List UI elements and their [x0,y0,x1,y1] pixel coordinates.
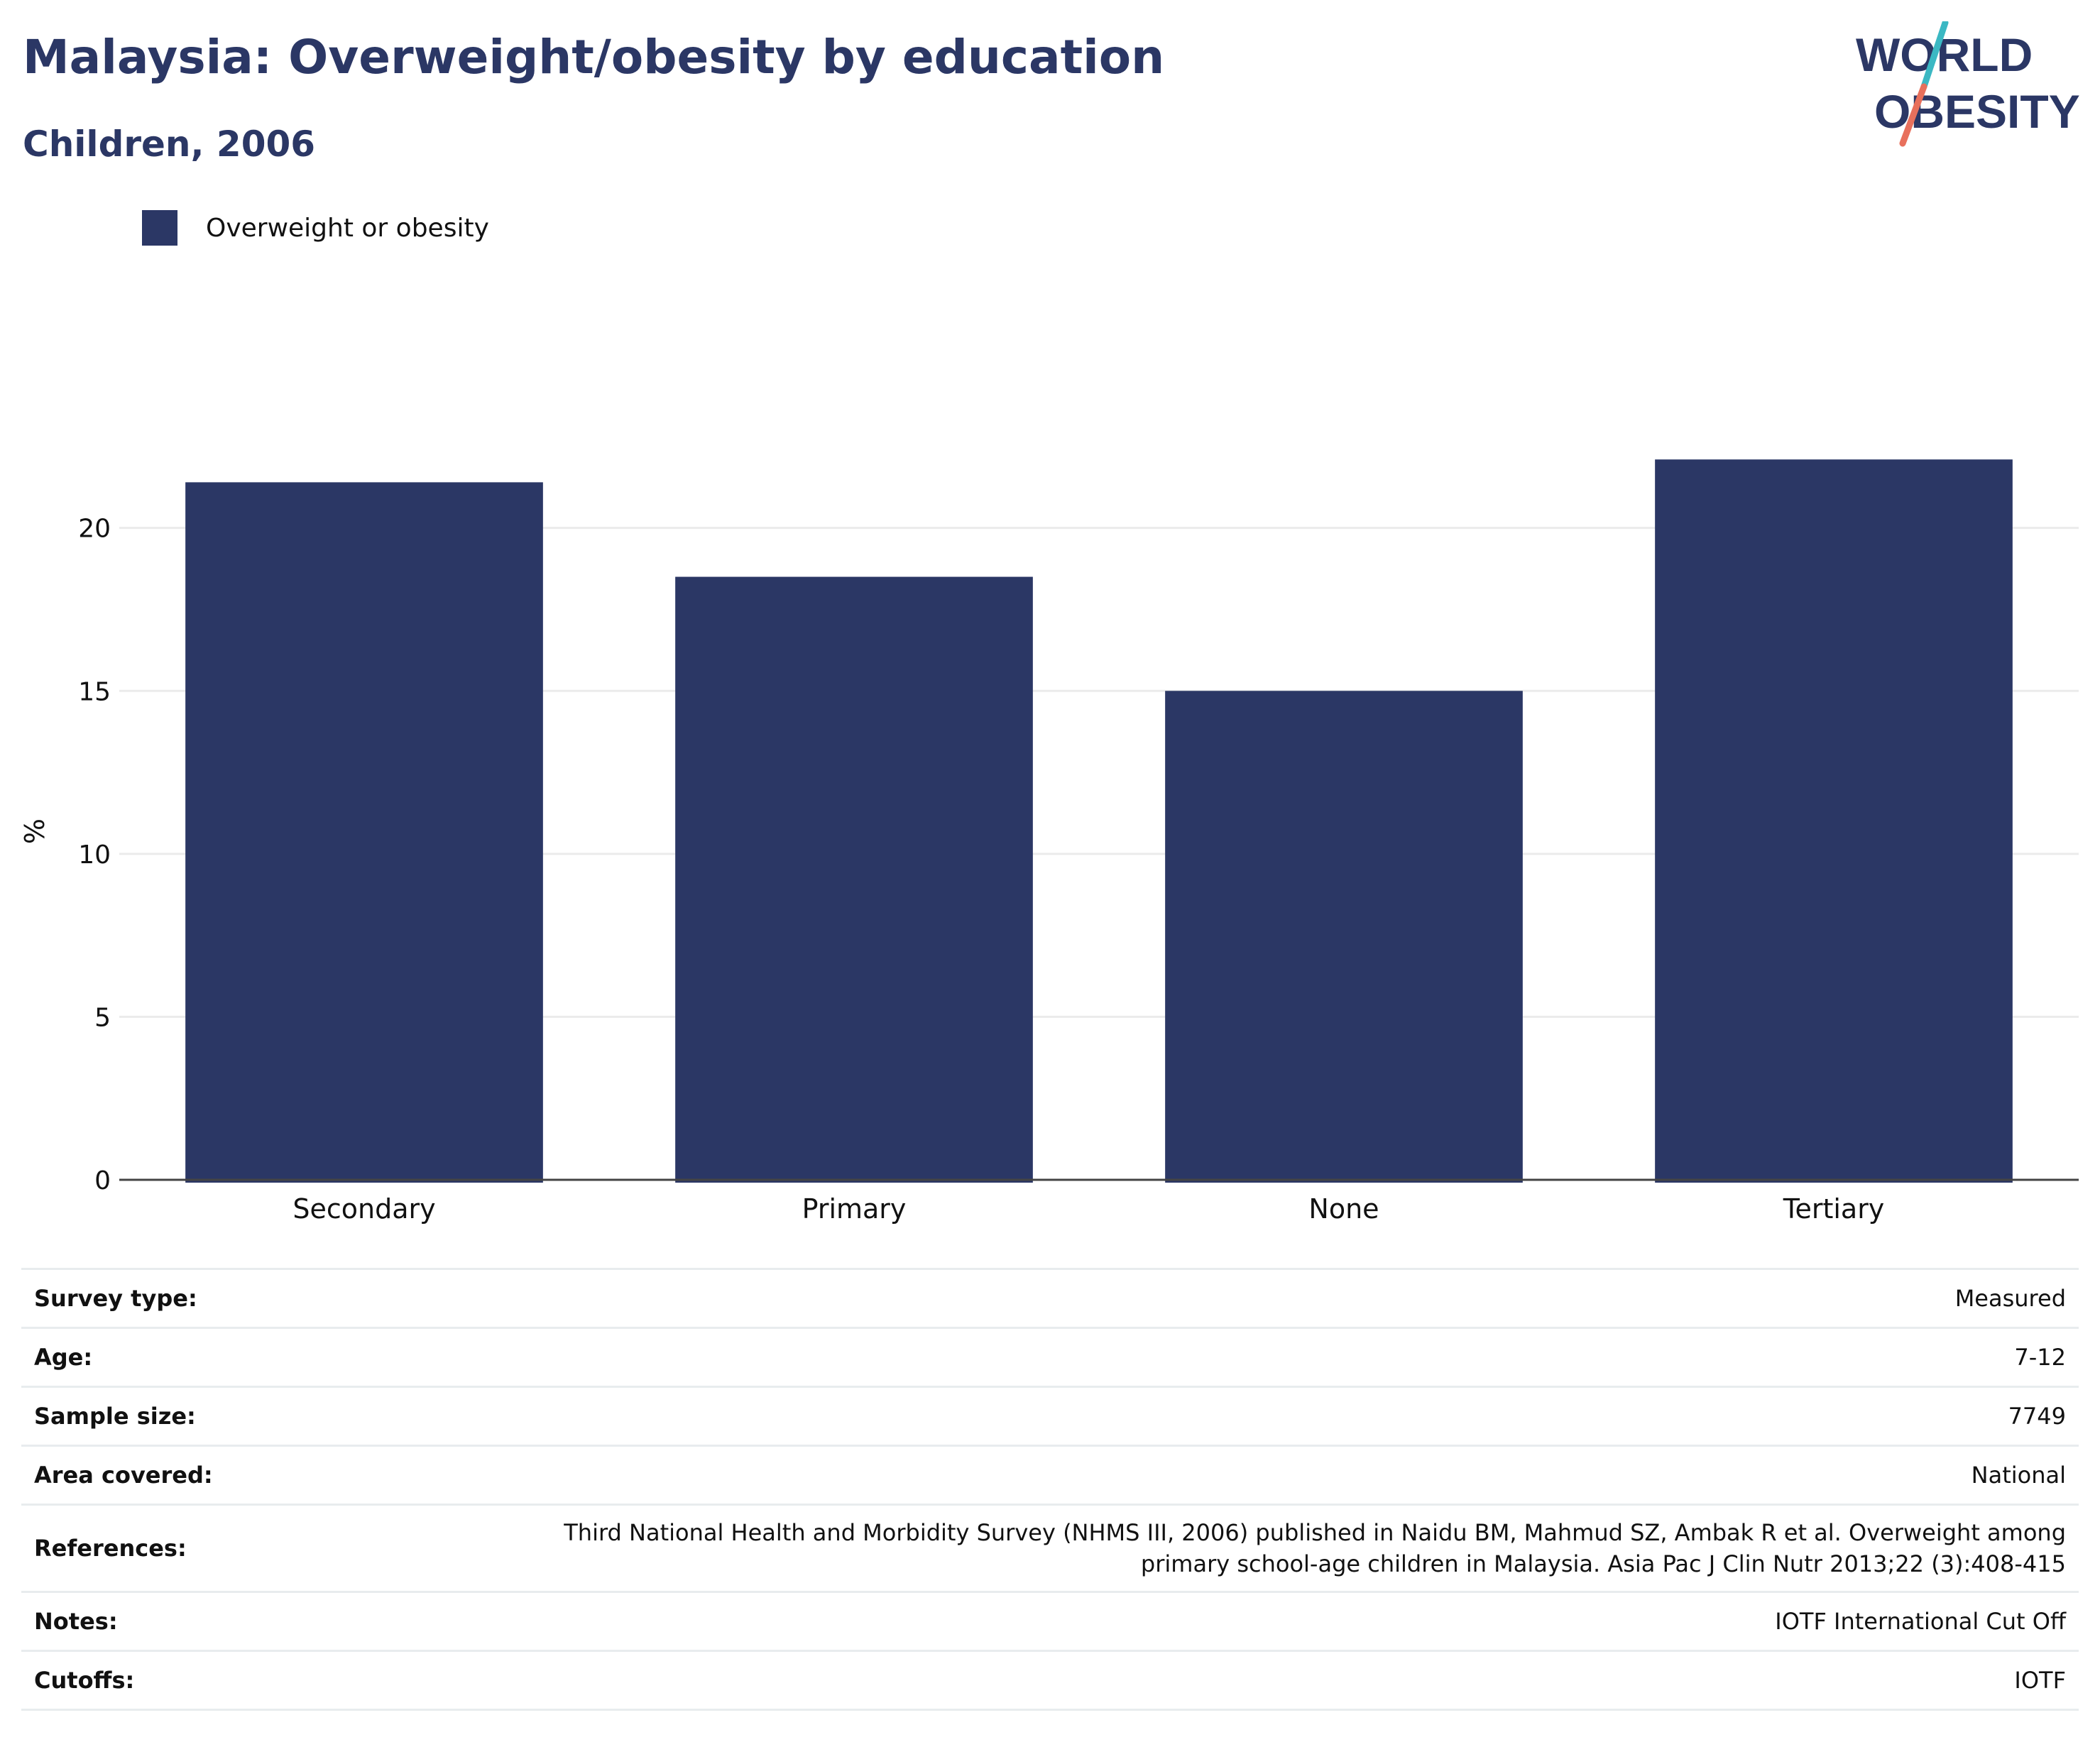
y-axis-label: % [19,818,50,844]
page-title: Malaysia: Overweight/obesity by educatio… [23,30,1165,84]
world-obesity-logo: WORLD OBESITY [1856,21,2080,147]
info-label: Survey type: [21,1268,544,1328]
info-value: IOTF International Cut Off [544,1591,2079,1651]
y-tick-label: 15 [78,677,111,706]
info-row-references: References: Third National Health and Mo… [21,1504,2079,1592]
reference-line-1: Third National Health and Morbidity Surv… [564,1519,2066,1546]
chart-legend[interactable]: Overweight or obesity [142,210,489,246]
x-tick-label: Tertiary [1783,1193,1885,1225]
logo-text-world: WORLD [1856,28,2033,81]
y-tick-label: 5 [94,1003,111,1032]
info-label: Cutoffs: [21,1650,544,1711]
y-tick-label: 10 [78,840,111,870]
info-label: Area covered: [21,1445,544,1505]
bars [185,459,2013,1183]
info-row-area-covered: Area covered: National [21,1445,2079,1505]
info-value: IOTF [544,1650,2079,1711]
info-value: National [544,1445,2079,1505]
info-label: Age: [21,1327,544,1387]
legend-swatch [142,210,177,246]
info-row-cutoffs: Cutoffs: IOTF [21,1650,2079,1711]
info-value: Third National Health and Morbidity Surv… [544,1504,2079,1592]
bar-chart: 0 5 10 15 20 Secondary Primary None Tertiary % [19,459,2079,1225]
info-value: 7749 [544,1386,2079,1446]
x-tick-label: None [1308,1193,1379,1225]
page-subtitle: Children, 2006 [23,124,316,165]
reference-line-2: primary school-age children in Malaysia.… [1140,1550,2066,1577]
x-axis-ticks: Secondary Primary None Tertiary [292,1193,1884,1225]
bar-none[interactable] [1165,691,1523,1183]
x-tick-label: Primary [802,1193,907,1225]
y-tick-label: 20 [78,515,111,544]
info-row-notes: Notes: IOTF International Cut Off [21,1591,2079,1651]
survey-info-table: Survey type: Measured Age: 7-12 Sample s… [21,1268,2079,1711]
logo-coral-stroke [1899,83,1927,147]
x-tick-label: Secondary [292,1193,435,1225]
info-row-survey-type: Survey type: Measured [21,1268,2079,1328]
info-value: 7-12 [544,1327,2079,1387]
info-row-sample-size: Sample size: 7749 [21,1386,2079,1446]
info-label: Sample size: [21,1386,544,1446]
bar-tertiary[interactable] [1655,459,2013,1183]
legend-label: Overweight or obesity [206,213,489,243]
info-row-age: Age: 7-12 [21,1327,2079,1387]
y-axis-ticks: 0 5 10 15 20 [78,515,111,1195]
bar-primary[interactable] [675,576,1033,1183]
y-tick-label: 0 [94,1166,111,1195]
info-value: Measured [544,1268,2079,1328]
bar-secondary[interactable] [185,482,543,1183]
info-label: References: [21,1504,544,1592]
info-label: Notes: [21,1591,544,1651]
logo-teal-stroke [1920,21,1949,90]
